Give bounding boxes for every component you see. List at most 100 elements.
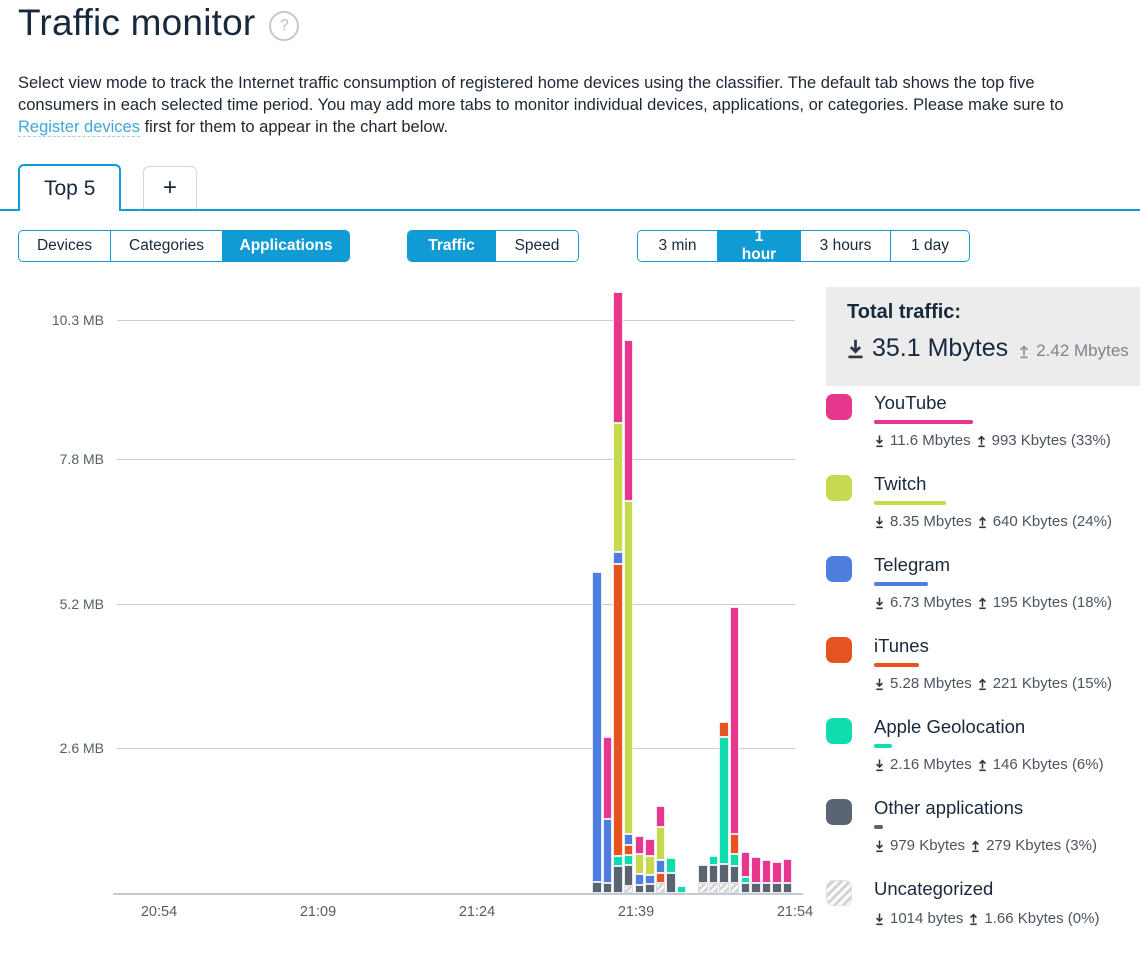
bar-21:37[interactable]	[613, 291, 623, 893]
bar-segment-other	[782, 883, 793, 893]
legend-name: Telegram	[874, 554, 951, 575]
tab-bar: Top 5 +	[0, 163, 1140, 211]
bar-segment-youtube	[613, 291, 623, 423]
total-upload-value: 2.42 Mbytes	[1036, 341, 1129, 360]
bar-segment-other	[729, 866, 740, 883]
bar-21:53[interactable]	[782, 859, 793, 893]
legend-name: Apple Geolocation	[874, 716, 1026, 737]
bar-21:38[interactable]	[623, 339, 634, 893]
tab-underline	[0, 209, 1140, 211]
x-axis-label: 20:54	[140, 904, 178, 920]
bar-21:42[interactable]	[666, 858, 676, 893]
bar-segment-other	[613, 866, 623, 893]
period-button-1-day[interactable]: 1 day	[891, 231, 969, 261]
bar-segment-itunes	[655, 873, 666, 883]
bar-21:45[interactable]	[698, 865, 708, 893]
period-button-1-hour[interactable]: 1 hour	[718, 231, 801, 261]
bar-segment-other	[602, 883, 613, 893]
bar-21:51[interactable]	[761, 860, 772, 893]
bar-21:35[interactable]	[592, 571, 602, 893]
bar-segment-twitch	[623, 501, 634, 834]
controls-row: Devices Categories Applications Traffic Spe…	[0, 230, 1140, 264]
tab-top5[interactable]: Top 5	[18, 164, 122, 211]
legend-item-applegeo[interactable]: Apple Geolocation 2.16 Mbytes 146 Kbytes (…	[826, 715, 1140, 773]
legend-underline-spacer	[874, 901, 1099, 910]
help-glyph: ?	[279, 17, 289, 34]
legend-item-other[interactable]: Other applications 979 Kbytes 279 Kbytes (…	[826, 796, 1140, 854]
bar-segment-applegeo	[729, 853, 740, 867]
legend-item-telegram[interactable]: Telegram 6.73 Mbytes 195 Kbytes (18%)	[826, 553, 1140, 611]
bar-21:43[interactable]	[676, 885, 687, 893]
upload-icon	[977, 677, 988, 691]
view-mode-button-categories[interactable]: Categories	[111, 231, 223, 261]
add-tab-button[interactable]: +	[143, 166, 197, 209]
legend: YouTube 11.6 Mbytes 993 Kbytes (33%) Twitch…	[826, 391, 1140, 950]
legend-swatch-youtube	[826, 394, 852, 420]
bar-segment-youtube	[751, 856, 761, 883]
legend-text-telegram: Telegram 6.73 Mbytes 195 Kbytes (18%)	[874, 553, 1112, 611]
legend-swatch-uncategorized	[826, 880, 852, 906]
total-download-value: 35.1 Mbytes	[872, 334, 1009, 362]
view-mode-button-devices[interactable]: Devices	[19, 231, 111, 261]
legend-download-value: 8.35 Mbytes	[890, 513, 972, 530]
y-axis-label: 10.3 MB	[51, 311, 104, 328]
legend-stats: 6.73 Mbytes 195 Kbytes (18%)	[874, 594, 1112, 611]
bar-21:46[interactable]	[708, 856, 719, 893]
legend-item-itunes[interactable]: iTunes 5.28 Mbytes 221 Kbytes (15%)	[826, 634, 1140, 692]
bar-segment-youtube	[772, 861, 782, 883]
bar-21:52[interactable]	[772, 861, 782, 893]
metric-mode-button-speed[interactable]: Speed	[496, 231, 578, 261]
legend-upload-value: 195 Kbytes (18%)	[992, 594, 1112, 611]
metric-mode-button-traffic[interactable]: Traffic	[408, 231, 496, 261]
bar-21:41[interactable]	[655, 806, 666, 893]
legend-upload-value: 279 Kbytes (3%)	[986, 837, 1097, 854]
legend-share-underline	[874, 663, 919, 667]
bar-segment-other	[751, 883, 761, 893]
bar-21:49[interactable]	[740, 851, 751, 893]
bar-segment-uncategorized	[655, 883, 666, 893]
bar-21:47[interactable]	[719, 722, 729, 893]
bar-segment-youtube	[740, 851, 751, 877]
bar-segment-telegram	[655, 860, 666, 873]
bar-segment-youtube	[655, 806, 666, 828]
legend-item-youtube[interactable]: YouTube 11.6 Mbytes 993 Kbytes (33%)	[826, 391, 1140, 449]
legend-share-underline	[874, 501, 946, 505]
legend-share-underline	[874, 744, 892, 748]
period-button-3-hours[interactable]: 3 hours	[801, 231, 891, 261]
bar-segment-applegeo	[708, 856, 719, 866]
header: Traffic monitor ?	[18, 2, 300, 44]
bar-segment-other	[592, 881, 602, 893]
view-mode-group: Devices Categories Applications	[18, 230, 350, 262]
y-axis-label: 5.2 MB	[59, 595, 104, 612]
help-icon[interactable]: ?	[269, 11, 300, 41]
legend-item-uncategorized[interactable]: Uncategorized 1014 bytes 1.66 Kbytes (0%)	[826, 877, 1140, 927]
bar-segment-youtube	[645, 838, 655, 857]
legend-item-twitch[interactable]: Twitch 8.35 Mbytes 640 Kbytes (24%)	[826, 472, 1140, 530]
legend-text-itunes: iTunes 5.28 Mbytes 221 Kbytes (15%)	[874, 634, 1112, 692]
bar-21:50[interactable]	[751, 856, 761, 893]
bar-segment-other	[698, 865, 708, 883]
bar-segment-twitch	[655, 827, 666, 861]
bar-segment-youtube	[602, 737, 613, 819]
bar-segment-itunes	[729, 833, 740, 854]
register-devices-link[interactable]: Register devices	[18, 118, 140, 137]
download-icon	[874, 515, 885, 529]
total-traffic-label: Total traffic:	[847, 301, 962, 323]
view-mode-button-applications[interactable]: Applications	[223, 231, 349, 261]
bar-21:48[interactable]	[729, 607, 740, 893]
gridline-2.6-MB	[117, 748, 795, 750]
legend-download-value: 1014 bytes	[890, 910, 964, 927]
gridline-7.8-MB	[117, 458, 795, 460]
bar-segment-itunes	[719, 722, 729, 738]
x-axis-line	[113, 893, 803, 895]
bar-21:40[interactable]	[645, 838, 655, 893]
bar-segment-twitch	[634, 854, 645, 875]
bar-segment-other	[708, 865, 719, 883]
bar-21:39[interactable]	[634, 836, 645, 893]
bar-21:36[interactable]	[602, 737, 613, 893]
bar-segment-other	[761, 883, 772, 893]
bar-segment-telegram	[623, 833, 634, 845]
period-button-3-min[interactable]: 3 min	[638, 231, 718, 261]
legend-download-value: 979 Kbytes	[890, 837, 966, 854]
